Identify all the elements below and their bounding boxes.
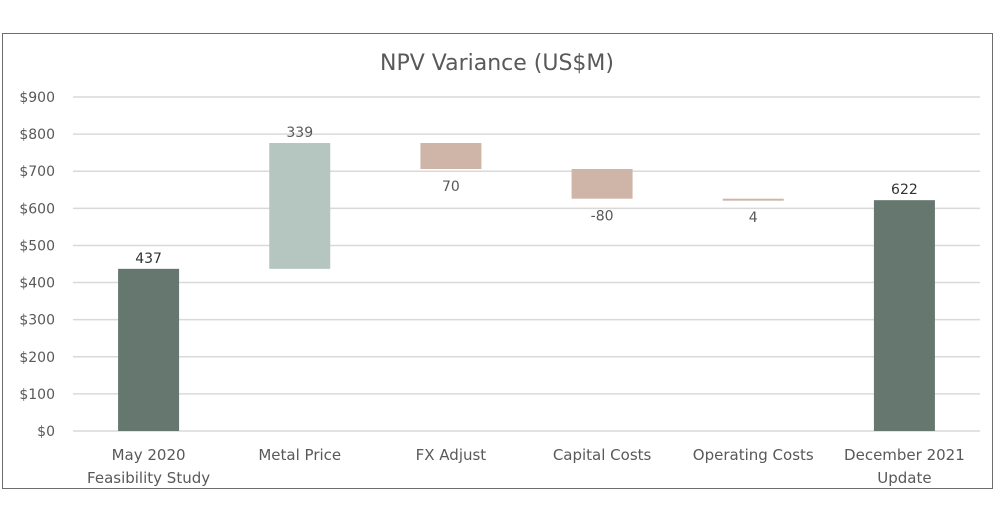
- bar-total: [873, 200, 935, 431]
- x-tick-label: Capital Costs: [553, 446, 652, 464]
- y-tick-label: $800: [19, 127, 55, 143]
- x-tick-label: FX Adjust: [416, 446, 487, 464]
- x-tick-label: Update: [877, 469, 931, 487]
- y-tick-label: $0: [37, 424, 55, 440]
- x-tick-label: December 2021: [844, 446, 965, 464]
- data-label: 4: [749, 210, 758, 226]
- x-tick-label: Operating Costs: [693, 446, 814, 464]
- bar-decrease: [722, 198, 784, 201]
- y-tick-label: $600: [19, 201, 55, 217]
- y-tick-label: $700: [19, 164, 55, 180]
- x-tick-label: Metal Price: [258, 446, 341, 464]
- bar-decrease: [420, 143, 482, 169]
- data-label: 437: [135, 251, 162, 267]
- bar-total: [118, 268, 180, 431]
- chart-frame: [2, 33, 993, 489]
- bar-decrease: [571, 168, 633, 199]
- x-tick-label: May 2020: [112, 446, 186, 464]
- y-tick-label: $900: [19, 90, 55, 106]
- y-tick-label: $500: [19, 238, 55, 254]
- x-tick-label: Feasibility Study: [87, 469, 210, 487]
- y-tick-label: $400: [19, 276, 55, 292]
- data-label: 339: [286, 125, 313, 141]
- chart-title: NPV Variance (US$M): [380, 51, 614, 76]
- y-tick-label: $100: [19, 387, 55, 403]
- data-label: 70: [442, 179, 460, 195]
- y-tick-label: $200: [19, 350, 55, 366]
- data-label: -80: [591, 209, 614, 225]
- data-label: 622: [891, 182, 918, 198]
- bar-increase: [269, 143, 331, 269]
- y-tick-label: $300: [19, 313, 55, 329]
